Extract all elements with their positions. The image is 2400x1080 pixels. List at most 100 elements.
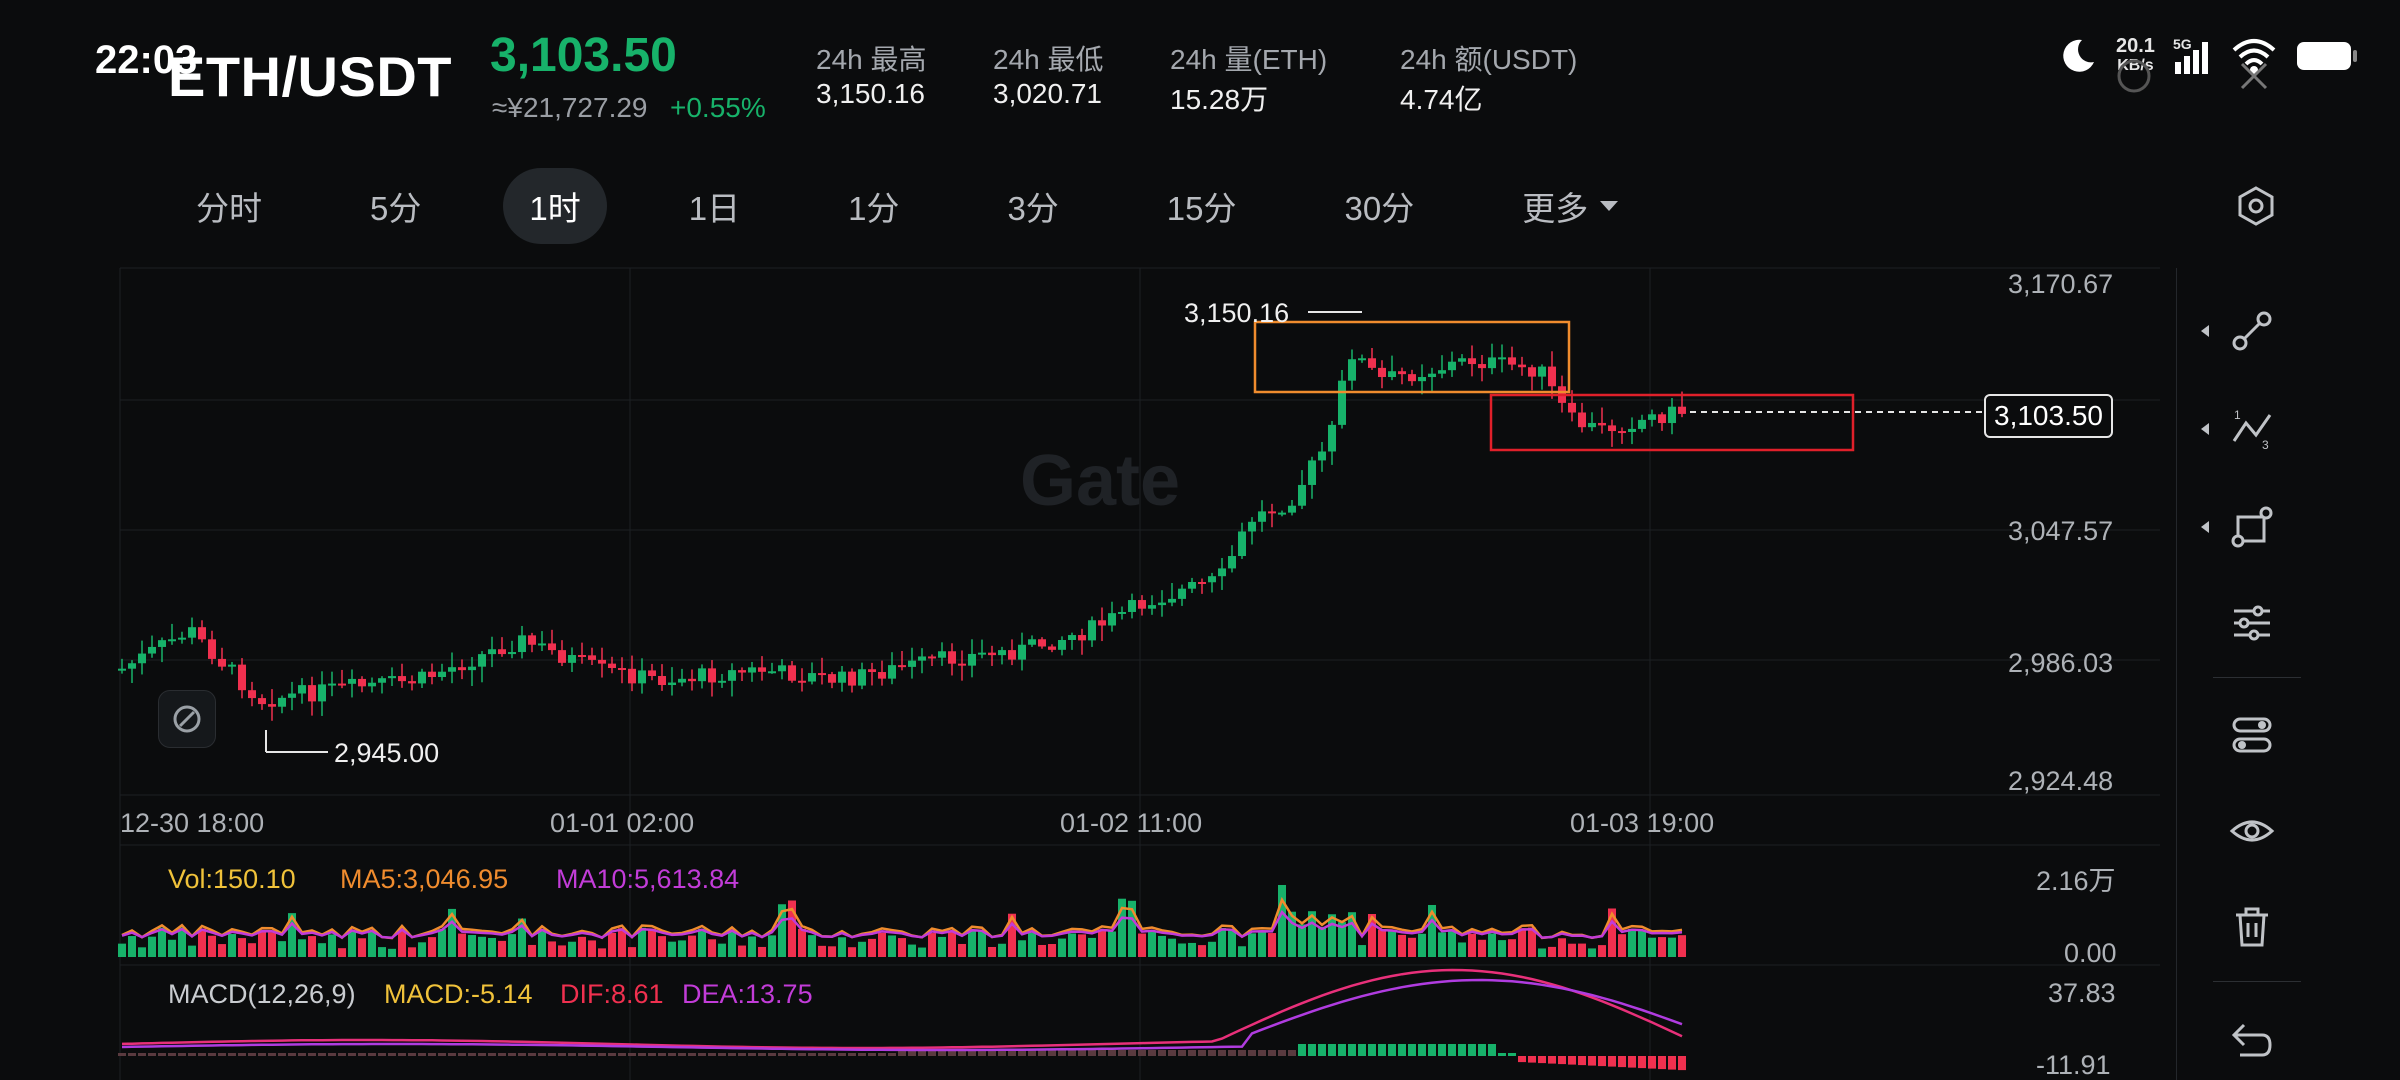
tab-more[interactable]: 更多	[1496, 168, 1644, 244]
volume-bar	[478, 936, 486, 957]
candle-body	[198, 627, 206, 640]
stat-high-value: 3,150.16	[816, 78, 925, 109]
candle-body	[898, 665, 906, 668]
tab-5m[interactable]: 5分	[370, 190, 422, 227]
volume-bar	[1598, 945, 1606, 957]
volume-bar	[1398, 934, 1406, 957]
candle-body	[998, 650, 1006, 656]
macd-bar	[1368, 1044, 1376, 1056]
x-tick-4: 01-03 19:00	[1570, 808, 1714, 838]
volume-bar	[868, 938, 876, 957]
volume-bar	[278, 941, 286, 957]
macd-bar	[218, 1053, 226, 1056]
ma10-line	[121, 910, 1683, 939]
macd-bar	[318, 1053, 326, 1056]
volume-bar	[828, 946, 836, 957]
visibility-tool[interactable]	[2177, 796, 2327, 866]
delete-tool[interactable]	[2177, 892, 2327, 962]
shape-tool[interactable]	[2177, 492, 2327, 562]
volume-bar	[638, 927, 646, 957]
floating-button[interactable]	[158, 690, 216, 748]
candle-body	[1348, 359, 1356, 381]
volume-bar	[408, 947, 416, 957]
volume-bar	[198, 928, 206, 957]
volume-bar	[1058, 938, 1066, 957]
candle-body	[688, 678, 696, 682]
macd-bar	[948, 1050, 956, 1056]
candle-body	[788, 665, 796, 681]
macd-bar	[1348, 1044, 1356, 1056]
tab-1d[interactable]: 1日	[688, 190, 741, 227]
macd-bar	[818, 1053, 826, 1056]
macd-bar	[408, 1053, 416, 1056]
macd-bar	[738, 1053, 746, 1056]
volume-bar	[268, 932, 276, 957]
tab-15m[interactable]: 15分	[1166, 190, 1237, 227]
macd-bar	[1038, 1050, 1046, 1056]
candle-body	[1188, 581, 1196, 589]
candle-body	[318, 684, 326, 702]
undo-icon	[2231, 1023, 2272, 1057]
volume-bar	[1328, 914, 1336, 957]
macd-bar	[748, 1053, 756, 1056]
tab-1h[interactable]: 1时	[503, 168, 607, 244]
macd-bar	[628, 1053, 636, 1056]
volume-bar	[1248, 933, 1256, 957]
adjust-tool[interactable]	[2177, 588, 2327, 658]
kline-chart[interactable]: Gate 3,150.16 2,945.00 3,170.67 3,047.57…	[0, 0, 2170, 1080]
macd-bar	[1338, 1044, 1346, 1056]
macd-bar	[1138, 1050, 1146, 1056]
undo-tool[interactable]	[2177, 1004, 2327, 1074]
candle-body	[978, 652, 986, 655]
red-annotation-box[interactable]	[1489, 393, 1855, 452]
macd-bar	[1438, 1044, 1446, 1056]
volume-bar	[308, 936, 316, 957]
macd-bar	[1258, 1050, 1266, 1056]
candle-body	[1358, 358, 1366, 361]
macd-bar	[928, 1050, 936, 1056]
dif-line	[121, 968, 1683, 1050]
volume-bar	[878, 932, 886, 957]
macd-bar	[468, 1053, 476, 1056]
low-label: 2,945.00	[334, 738, 439, 768]
candle-body	[248, 690, 256, 699]
volume-bar	[948, 932, 956, 957]
tab-30m[interactable]: 30分	[1344, 190, 1415, 227]
tab-timeline[interactable]: 分时	[196, 190, 262, 227]
settings-hex-icon[interactable]	[2234, 184, 2278, 228]
close-icon[interactable]	[2236, 58, 2272, 94]
candle-body	[748, 667, 756, 673]
y-tick-4: 2,924.48	[2008, 766, 2113, 796]
line-draw-tool[interactable]	[2177, 296, 2327, 366]
candle-body	[398, 676, 406, 682]
candle-body	[568, 655, 576, 663]
info-circle-icon[interactable]	[2116, 58, 2152, 94]
volume-bar	[1628, 928, 1636, 957]
candle-body	[1148, 605, 1156, 609]
tab-3m[interactable]: 3分	[1007, 190, 1059, 227]
candle-body	[1258, 511, 1266, 522]
volume-bar	[1188, 942, 1196, 957]
candle-body	[298, 685, 306, 694]
volume-bar	[258, 932, 266, 957]
volume-bar	[778, 904, 786, 957]
volume-bar	[1638, 929, 1646, 957]
candle-body	[1398, 371, 1406, 375]
volume-bar	[1568, 943, 1576, 957]
candle-body	[1208, 576, 1216, 583]
expand-arrow-icon	[2201, 325, 2209, 337]
cny-price: ≈¥21,727.29	[492, 92, 648, 123]
macd-bar	[1018, 1050, 1026, 1056]
candle-body	[868, 669, 876, 673]
orange-annotation-box[interactable]	[1253, 320, 1571, 394]
macd-histogram	[118, 1044, 1686, 1071]
volume-bar	[188, 945, 196, 957]
candle-body	[1078, 635, 1086, 641]
pair-title[interactable]: ETH/USDT	[168, 45, 452, 108]
macd-bar	[868, 1053, 876, 1056]
candle-body	[708, 668, 716, 683]
candle-body	[1588, 422, 1596, 428]
indicator-tool[interactable]	[2177, 700, 2327, 770]
tab-1m[interactable]: 1分	[848, 190, 900, 227]
